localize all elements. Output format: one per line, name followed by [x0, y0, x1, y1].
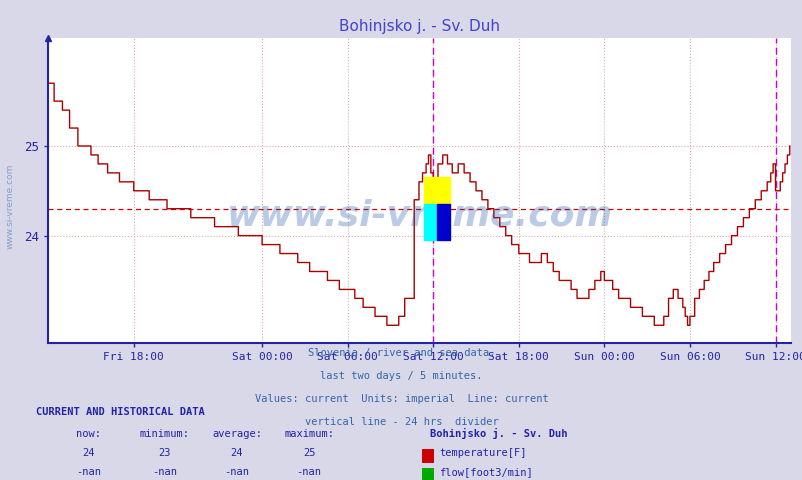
- Text: vertical line - 24 hrs  divider: vertical line - 24 hrs divider: [304, 417, 498, 427]
- Bar: [423, 204, 436, 240]
- Text: -nan: -nan: [152, 467, 177, 477]
- Text: -nan: -nan: [75, 467, 101, 477]
- Text: now:: now:: [75, 429, 101, 439]
- Text: minimum:: minimum:: [140, 429, 189, 439]
- Text: -nan: -nan: [296, 467, 322, 477]
- Text: 24: 24: [230, 448, 243, 458]
- Text: temperature[F]: temperature[F]: [439, 448, 526, 458]
- Text: flow[foot3/min]: flow[foot3/min]: [439, 467, 533, 477]
- Title: Bohinjsko j. - Sv. Duh: Bohinjsko j. - Sv. Duh: [338, 20, 500, 35]
- Text: Bohinjsko j. - Sv. Duh: Bohinjsko j. - Sv. Duh: [429, 428, 566, 439]
- Text: 24: 24: [82, 448, 95, 458]
- Text: Values: current  Units: imperial  Line: current: Values: current Units: imperial Line: cu…: [254, 394, 548, 404]
- Text: last two days / 5 minutes.: last two days / 5 minutes.: [320, 371, 482, 381]
- Text: 25: 25: [302, 448, 315, 458]
- Text: www.si-vreme.com: www.si-vreme.com: [226, 198, 612, 232]
- Text: maximum:: maximum:: [284, 429, 334, 439]
- Text: 23: 23: [158, 448, 171, 458]
- Text: Slovenia / river and sea data.: Slovenia / river and sea data.: [307, 348, 495, 358]
- Text: average:: average:: [212, 429, 261, 439]
- Text: -nan: -nan: [224, 467, 249, 477]
- Text: www.si-vreme.com: www.si-vreme.com: [6, 164, 15, 249]
- Bar: [436, 204, 449, 240]
- Text: CURRENT AND HISTORICAL DATA: CURRENT AND HISTORICAL DATA: [36, 407, 205, 417]
- Bar: [423, 177, 449, 204]
